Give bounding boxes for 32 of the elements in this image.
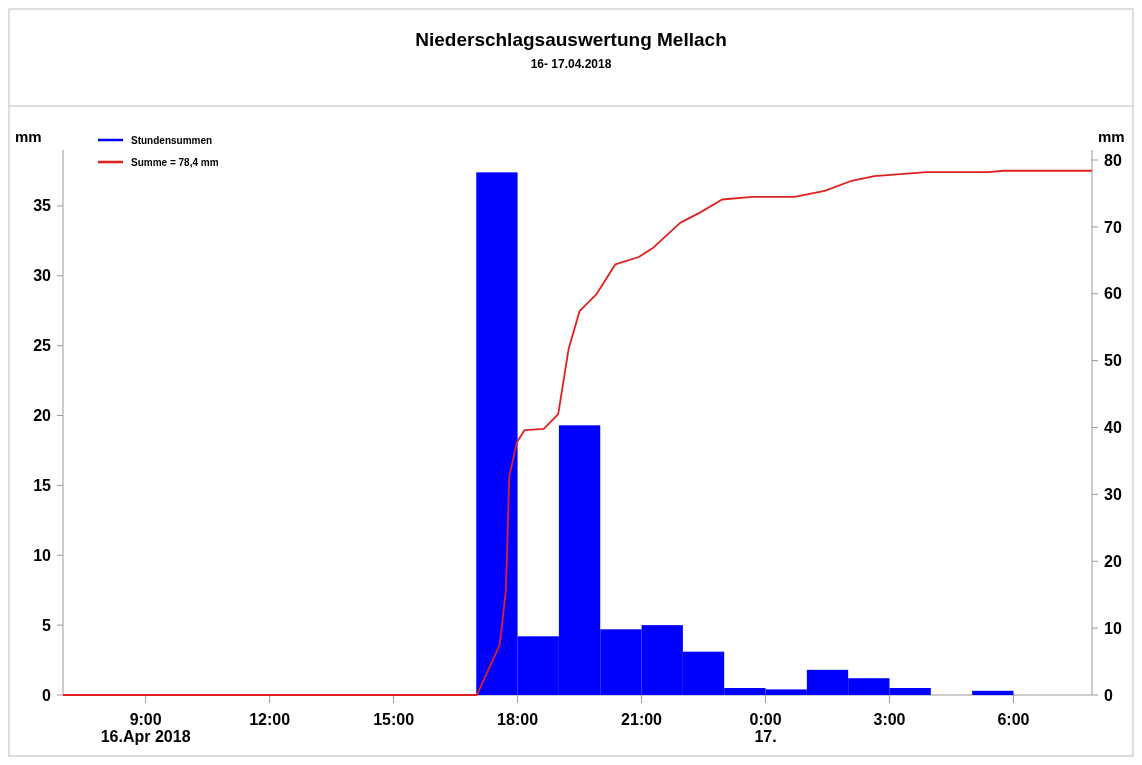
bar bbox=[972, 690, 1014, 695]
y-tick-label: 10 bbox=[33, 546, 52, 564]
y2-tick-label: 10 bbox=[1104, 619, 1122, 637]
y2-tick-label: 0 bbox=[1104, 686, 1113, 704]
x-tick-label: 21:00 bbox=[621, 711, 663, 728]
y-tick-label: 15 bbox=[33, 476, 52, 494]
y2-tick-label: 30 bbox=[1104, 485, 1122, 503]
y-tick-label: 20 bbox=[33, 407, 52, 425]
y2-tick-label: 60 bbox=[1104, 285, 1122, 303]
y-tick-label: 30 bbox=[33, 267, 52, 285]
y-tick-label: 35 bbox=[33, 197, 52, 215]
legend-label: Stundensummen bbox=[131, 134, 213, 146]
x-tick-label: 9:00 16.Apr 2018 bbox=[100, 711, 191, 745]
y-tick-label: 0 bbox=[42, 686, 52, 704]
y-tick-label: 25 bbox=[33, 337, 52, 355]
x-tick-label: 15:00 bbox=[373, 711, 415, 728]
y-tick-label: 5 bbox=[42, 616, 52, 634]
y2-tick-label: 70 bbox=[1104, 218, 1122, 236]
y2-tick-label: 80 bbox=[1104, 151, 1122, 169]
legend-label: Summe = 78,4 mm bbox=[131, 156, 219, 168]
y2-tick-label: 20 bbox=[1104, 552, 1122, 570]
chart-title: Niederschlagsauswertung Mellach bbox=[415, 29, 727, 50]
y2-tick-label: 40 bbox=[1104, 419, 1122, 437]
y2-axis-title: mm bbox=[1098, 128, 1125, 145]
x-tick-label: 18:00 bbox=[497, 711, 539, 728]
x-tick-label: 3:00 bbox=[873, 711, 906, 728]
y-axis-title: mm bbox=[15, 128, 42, 145]
x-tick-label: 0:00 17. bbox=[749, 711, 782, 745]
y2-tick-label: 50 bbox=[1104, 352, 1122, 370]
chart-subtitle: 16- 17.04.2018 bbox=[530, 57, 612, 71]
x-tick-label: 12:00 bbox=[249, 711, 291, 728]
x-tick-label: 6:00 bbox=[997, 711, 1030, 728]
